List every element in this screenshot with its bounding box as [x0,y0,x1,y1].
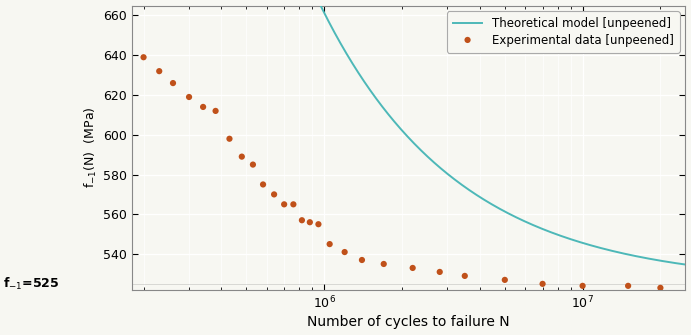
Experimental data [unpeened] [378,261,389,267]
Line: Theoretical model [unpeened]: Theoretical model [unpeened] [111,0,691,267]
Theoretical model [unpeened] [468,190,476,194]
Experimental data [unpeened] [167,80,178,86]
Experimental data [unpeened] [236,154,247,159]
X-axis label: Number of cycles to failure N: Number of cycles to failure N [307,316,510,329]
Experimental data [unpeened] [304,219,315,225]
Experimental data [unpeened] [278,202,290,207]
Experimental data [unpeened] [184,94,195,100]
Experimental data [unpeened] [537,281,548,286]
Experimental data [unpeened] [434,269,445,275]
Experimental data [unpeened] [153,68,164,74]
Experimental data [unpeened] [258,182,269,187]
Experimental data [unpeened] [339,249,350,255]
Experimental data [unpeened] [407,265,418,271]
Theoretical model [unpeened] [619,252,627,256]
Experimental data [unpeened] [296,217,307,223]
Text: f$_{-1}$=525: f$_{-1}$=525 [3,276,59,292]
Experimental data [unpeened] [460,273,471,279]
Experimental data [unpeened] [357,257,368,263]
Theoretical model [unpeened] [558,234,567,239]
Experimental data [unpeened] [138,55,149,60]
Legend: Theoretical model [unpeened], Experimental data [unpeened]: Theoretical model [unpeened], Experiment… [447,11,679,53]
Experimental data [unpeened] [324,242,335,247]
Y-axis label: f$_{-1}$(N)  (MPa): f$_{-1}$(N) (MPa) [83,107,99,188]
Experimental data [unpeened] [269,192,280,197]
Experimental data [unpeened] [655,285,666,290]
Experimental data [unpeened] [288,202,299,207]
Experimental data [unpeened] [210,108,221,114]
Experimental data [unpeened] [500,277,511,282]
Experimental data [unpeened] [577,283,588,288]
Experimental data [unpeened] [623,283,634,288]
Experimental data [unpeened] [198,104,209,110]
Experimental data [unpeened] [247,162,258,167]
Theoretical model [unpeened] [453,179,461,183]
Experimental data [unpeened] [224,136,235,141]
Theoretical model [unpeened] [486,201,494,205]
Experimental data [unpeened] [313,221,324,227]
